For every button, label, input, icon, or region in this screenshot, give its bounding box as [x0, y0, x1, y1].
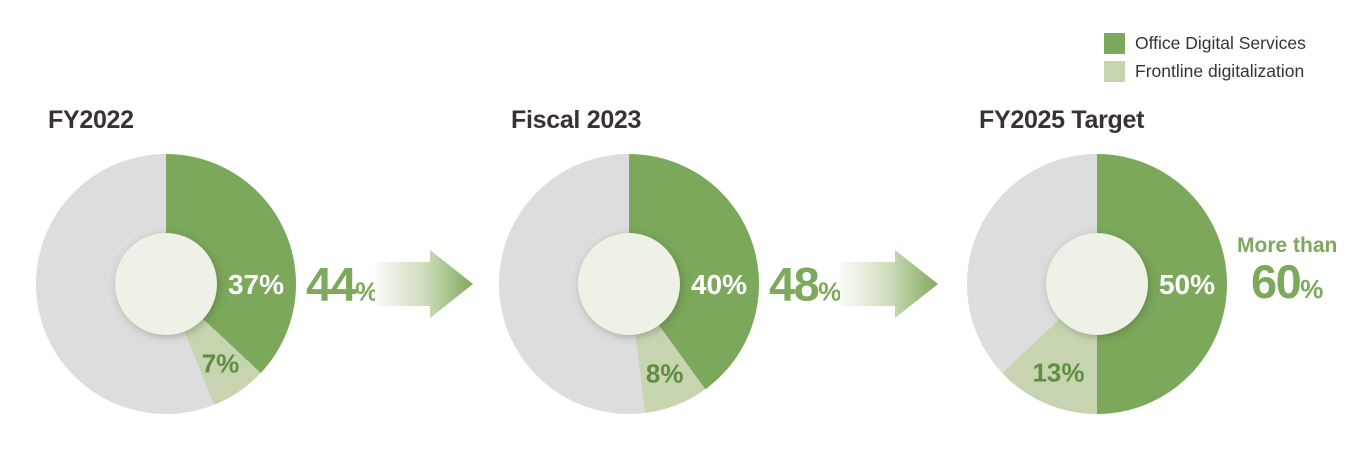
legend-item-frontline-digitalization: Frontline digitalization [1104, 61, 1306, 82]
office-slice-label: 40% [690, 269, 748, 300]
chart-title: FY2022 [48, 106, 134, 134]
total-digitalization-label: 44% [306, 261, 378, 308]
office-slice-label: 37% [227, 269, 285, 300]
legend: Office Digital Services Frontline digita… [1104, 33, 1306, 82]
legend-label: Office Digital Services [1135, 33, 1306, 53]
donut-chart-fy2022: FY2022 37% 7% 44% [36, 106, 456, 436]
total-value: 48 [769, 257, 820, 311]
frontline-slice-label: 13% [1032, 357, 1085, 388]
donut: 50% 13% More than 60% [967, 154, 1337, 414]
donut-chart-fiscal-2023: Fiscal 2023 40% 8% 48% [499, 106, 919, 436]
donut-hole [115, 233, 217, 335]
donut-hole [1046, 233, 1148, 335]
chart-title: Fiscal 2023 [511, 106, 642, 134]
arrow-right-icon [375, 250, 473, 318]
total-digitalization-label: 48% [769, 261, 841, 308]
chart-title: FY2025 Target [979, 106, 1145, 134]
total-value: 44 [306, 257, 357, 311]
donut-hole [578, 233, 680, 335]
legend-swatch-frontline-icon [1104, 61, 1125, 82]
arrow-right-icon [840, 250, 938, 318]
donut: 37% 7% 44% [36, 154, 378, 414]
total-unit: % [1300, 274, 1324, 304]
donut-chart-fy2025-target: FY2025 Target 50% 13% More than 60% [967, 106, 1360, 436]
frontline-slice-label: 8% [645, 358, 684, 389]
total-digitalization-label: More than 60% [1237, 233, 1337, 305]
total-value: 60 [1250, 255, 1302, 308]
legend-item-office-digital-services: Office Digital Services [1104, 33, 1306, 54]
legend-swatch-office-icon [1104, 33, 1125, 54]
total-unit: % [818, 276, 842, 307]
total-prefix: More than [1237, 234, 1338, 257]
donut: 40% 8% 48% [499, 154, 841, 414]
frontline-slice-label: 7% [201, 348, 240, 379]
office-slice-label: 50% [1158, 269, 1216, 300]
legend-label: Frontline digitalization [1135, 61, 1305, 81]
total-unit: % [355, 276, 379, 307]
